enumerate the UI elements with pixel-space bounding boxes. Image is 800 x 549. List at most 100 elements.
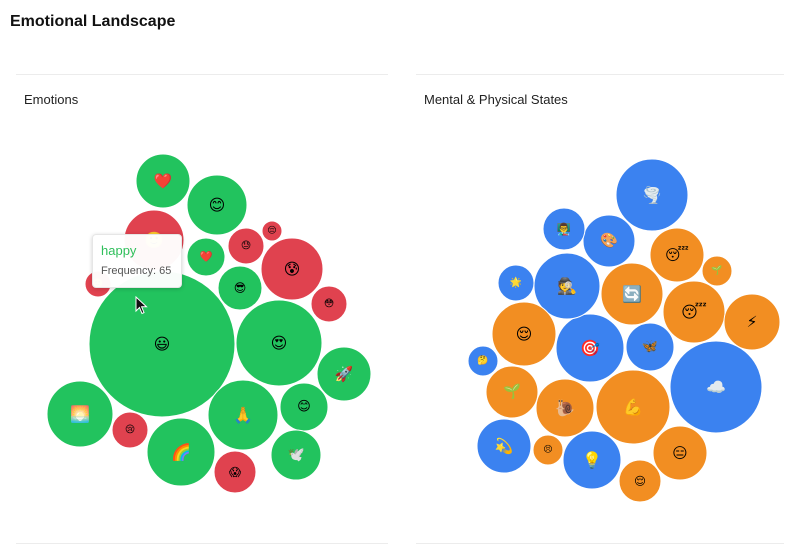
bubble-circle[interactable] (467, 345, 499, 377)
bubble-circle[interactable] (497, 264, 535, 302)
bubble[interactable]: 🚀 (316, 346, 372, 402)
bubble-circle[interactable] (649, 227, 705, 283)
bubble-icon-label: 🌟 (510, 277, 522, 289)
bubble-circle[interactable] (723, 293, 781, 351)
bubble-icon-label: 🚀 (335, 365, 354, 383)
bubble[interactable]: 😰 (260, 237, 324, 301)
bubble-circle[interactable] (485, 365, 539, 419)
bubble-circle[interactable] (491, 301, 557, 367)
bubble-icon-label: ❤️ (200, 250, 214, 263)
bubble-circle[interactable] (111, 411, 149, 449)
bubble-circle[interactable] (532, 434, 564, 466)
bubble[interactable]: 🙏 (207, 379, 279, 451)
bubble-circle[interactable] (615, 158, 689, 232)
bubble-icon-label: 🙏 (233, 406, 253, 425)
bubble[interactable]: 😑 (652, 425, 708, 481)
bubble[interactable]: 😱 (213, 450, 257, 494)
bubble[interactable]: 😳 (310, 285, 348, 323)
bubble[interactable]: 😓 (227, 227, 265, 265)
bubble[interactable]: 💡 (562, 430, 622, 490)
bubble[interactable]: ☁️ (669, 340, 763, 434)
bubble-circle[interactable] (535, 378, 595, 438)
bubble-icon-label: 😣 (543, 444, 552, 455)
bubble[interactable]: 🌅 (46, 380, 114, 448)
bubble[interactable]: 💪 (595, 369, 671, 445)
bubble-circle[interactable] (227, 227, 265, 265)
bubble-icon-label: 😎 (234, 281, 247, 295)
bubble-circle[interactable] (260, 237, 324, 301)
bubble[interactable]: 🎨 (582, 214, 636, 268)
bubble-icon-label: 👨‍🏫 (557, 222, 571, 236)
bubble[interactable]: 🌈 (146, 417, 216, 487)
bubble[interactable]: 🎯 (555, 313, 625, 383)
bubble[interactable]: 🌱 (485, 365, 539, 419)
bubble[interactable]: 😍 (235, 299, 323, 387)
bubble-circle[interactable] (213, 450, 257, 494)
bubble[interactable]: 🌱 (701, 255, 733, 287)
bubble-circle[interactable] (595, 369, 671, 445)
bubble-circle[interactable] (555, 313, 625, 383)
bubble-circle[interactable] (652, 425, 708, 481)
bubble-circle[interactable] (618, 459, 662, 503)
bubble-icon-label: 😢 (125, 425, 135, 436)
bubble-circle[interactable] (600, 262, 664, 326)
bubble-circle[interactable] (186, 237, 226, 277)
bubble-circle[interactable] (135, 153, 191, 209)
bubble[interactable]: 😔 (261, 220, 283, 242)
bubble[interactable]: ❤️ (186, 237, 226, 277)
bubble[interactable]: 🕊️ (270, 429, 322, 481)
bubble-circle[interactable] (146, 417, 216, 487)
bubble-icon-label: 🌱 (711, 265, 722, 276)
bubble-icon-label: 🌈 (171, 443, 191, 462)
bubble[interactable]: 🐌 (535, 378, 595, 438)
bubble-circle[interactable] (310, 285, 348, 323)
mouse-cursor-icon (135, 296, 148, 315)
bubble-circle[interactable] (316, 346, 372, 402)
bubble-icon-label: 🌅 (70, 405, 90, 424)
bubble-circle[interactable] (270, 429, 322, 481)
bubble[interactable]: 🦋 (625, 322, 675, 372)
states-chart-title: Mental & Physical States (424, 92, 568, 107)
bubble[interactable]: 🌪️ (615, 158, 689, 232)
bubble-icon-label: 😃 (154, 335, 171, 354)
bubble[interactable]: 😌 (618, 459, 662, 503)
bubble[interactable]: 😣 (532, 434, 564, 466)
bubble-circle[interactable] (217, 265, 263, 311)
bubble-circle[interactable] (186, 174, 248, 236)
bubble-icon-label: 🕊️ (287, 447, 304, 463)
bubble-circle[interactable] (207, 379, 279, 451)
bubble-circle[interactable] (669, 340, 763, 434)
bubble-circle[interactable] (235, 299, 323, 387)
bubble-circle[interactable] (662, 280, 726, 344)
bubble-circle[interactable] (261, 220, 283, 242)
bubble[interactable]: ⚡ (723, 293, 781, 351)
bubble-icon-label: 😰 (284, 260, 301, 279)
tooltip-frequency: Frequency: 65 (101, 265, 172, 277)
bubble[interactable]: ❤️ (135, 153, 191, 209)
bubble-icon-label: 😊 (297, 400, 311, 415)
bubble-icon-label: 😳 (324, 299, 334, 310)
bubble-circle[interactable] (46, 380, 114, 448)
bubble[interactable]: 🔄 (600, 262, 664, 326)
bubble[interactable]: 😎 (217, 265, 263, 311)
bubble[interactable]: 🤔 (467, 345, 499, 377)
bubble-circle[interactable] (625, 322, 675, 372)
bubble-circle[interactable] (476, 418, 532, 474)
bubble-icon-label: ☁️ (706, 378, 726, 397)
page-title: Emotional Landscape (10, 13, 176, 30)
bubble[interactable]: 😴 (662, 280, 726, 344)
bubble[interactable]: 😢 (111, 411, 149, 449)
bubble-circle[interactable] (701, 255, 733, 287)
bubble-circle[interactable] (542, 207, 586, 251)
bubble[interactable]: 🌟 (497, 264, 535, 302)
bubble[interactable]: 😴 (649, 227, 705, 283)
bubble-icon-label: 😴 (665, 246, 689, 264)
bubble[interactable]: 💫 (476, 418, 532, 474)
bubble-circle[interactable] (562, 430, 622, 490)
bubble[interactable]: 😊 (279, 382, 329, 432)
bubble[interactable]: 😊 (186, 174, 248, 236)
bubble[interactable]: 😌 (491, 301, 557, 367)
bubble-icon-label: 💫 (495, 437, 514, 456)
bubble-circle[interactable] (582, 214, 636, 268)
bubble[interactable]: 👨‍🏫 (542, 207, 586, 251)
